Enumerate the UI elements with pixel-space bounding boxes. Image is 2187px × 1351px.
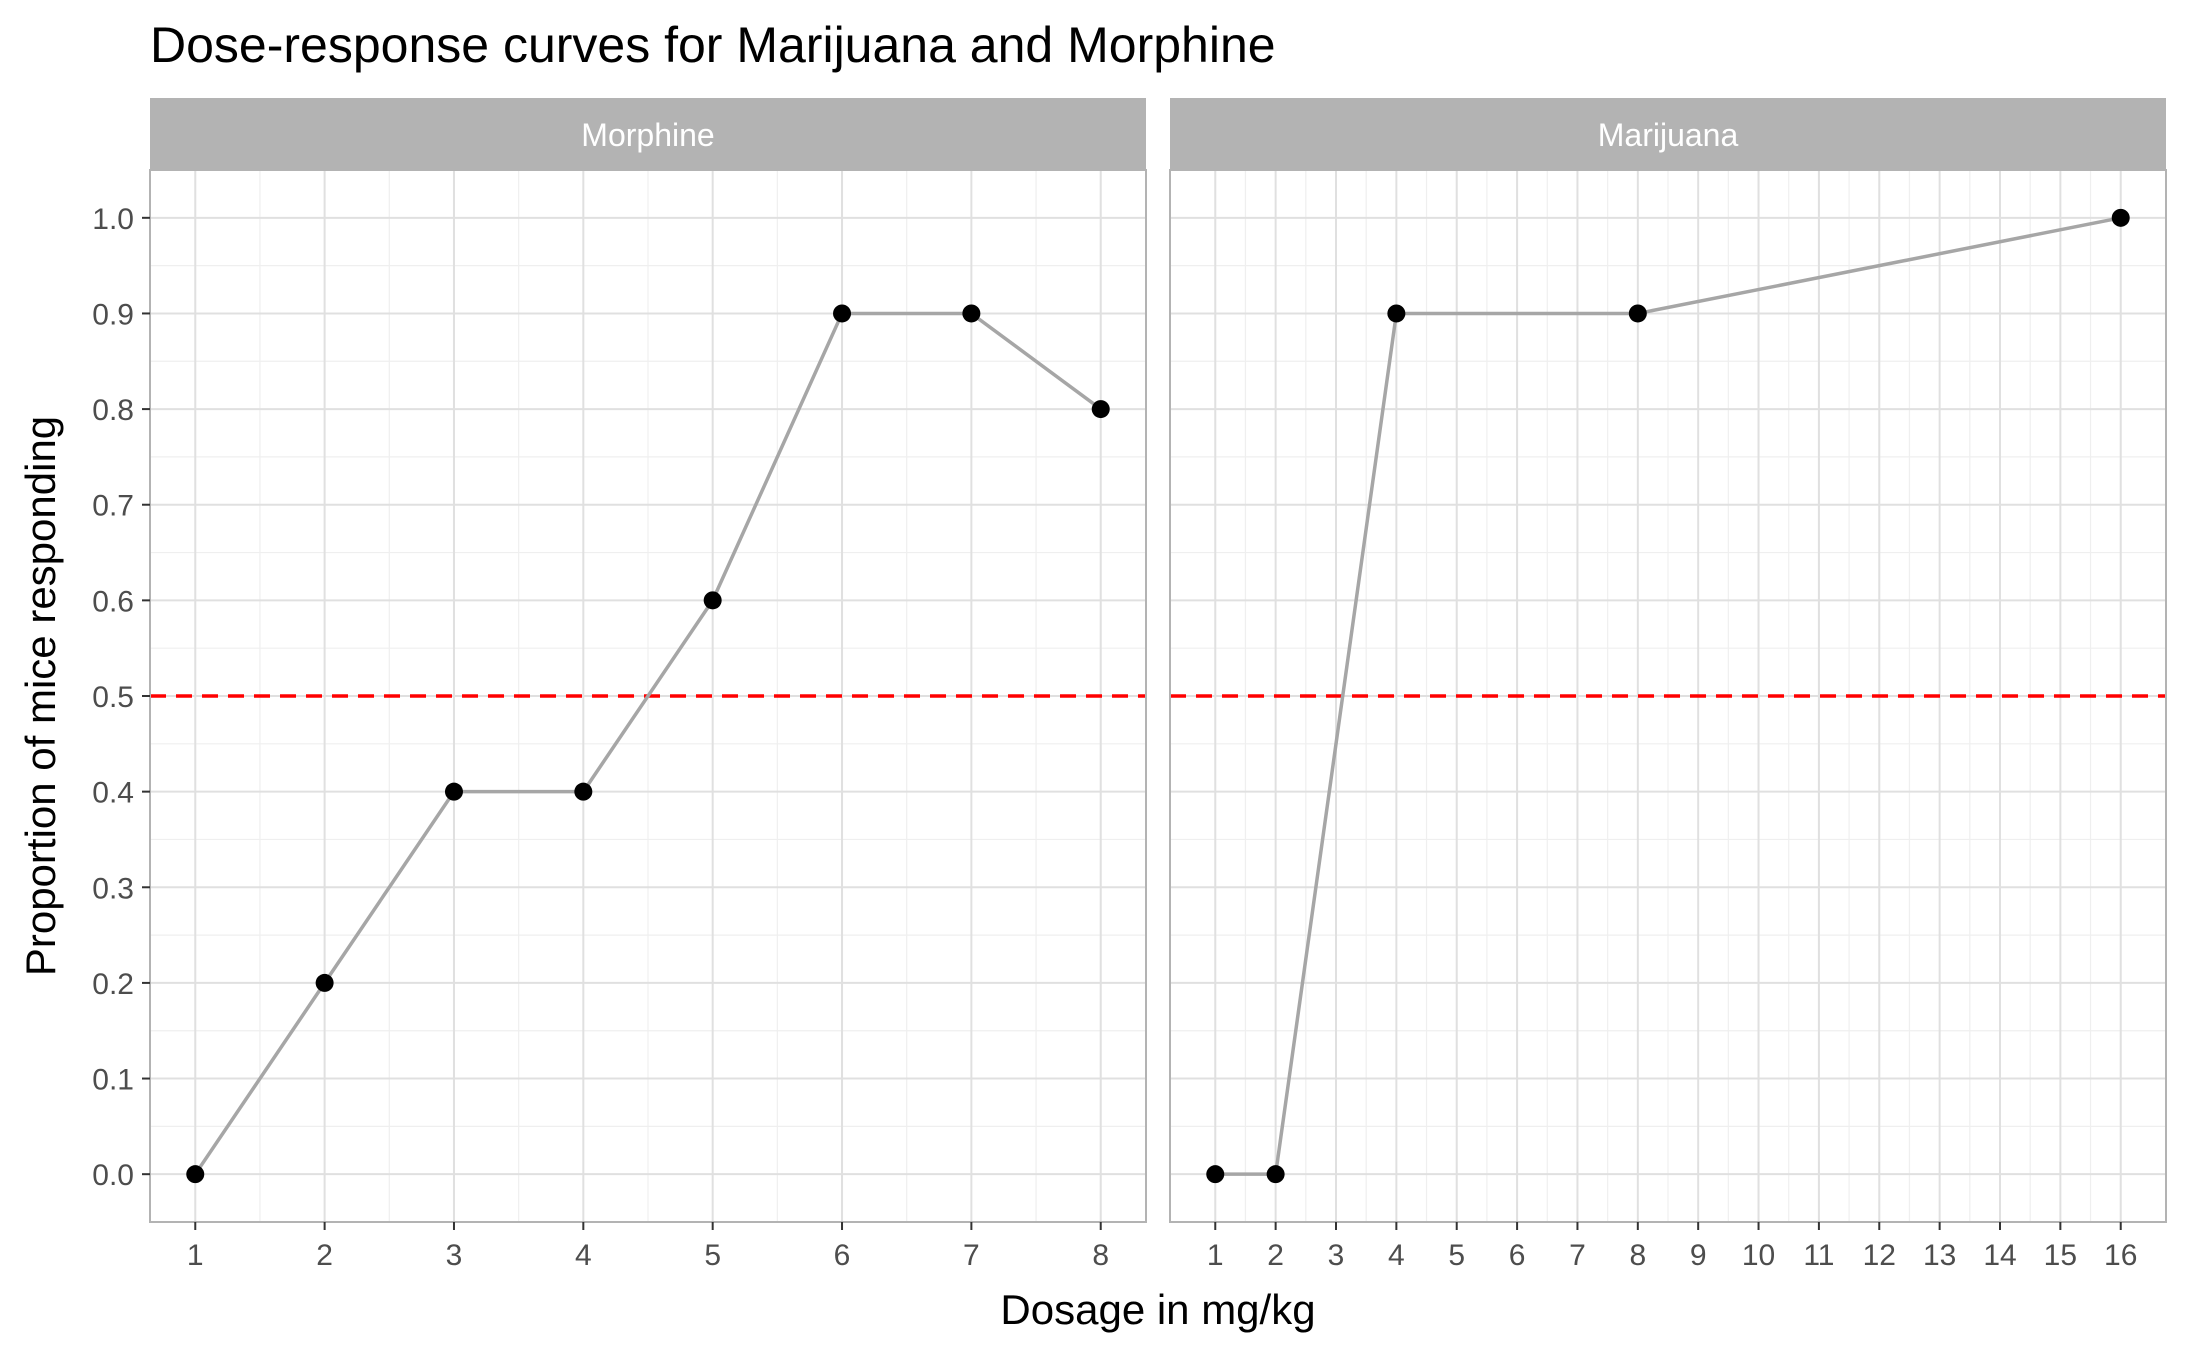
y-axis-ticks: 0.0 0.1 0.2 0.3 0.4 0.5 0.6 0.7 0.8 0.9 1.0 [92, 203, 150, 1192]
x-tick-label: 7 [1569, 1239, 1586, 1272]
x-tick-label: 15 [2044, 1239, 2077, 1272]
x-tick-label: 13 [1923, 1239, 1956, 1272]
panel-border-marijuana [1169, 169, 2167, 1223]
data-point [1266, 1165, 1285, 1184]
chart-title: Dose-response curves for Marijuana and M… [150, 17, 1276, 73]
series-line [193, 311, 1102, 1176]
x-ticks-marijuana: 1 2 3 4 5 6 7 8 9 10 11 12 13 14 15 16 [1207, 1222, 2137, 1272]
panel-morphine: Morphine 1 2 3 4 5 6 7 8 [149, 98, 1147, 1272]
data-point [574, 782, 593, 801]
x-tick-label: 9 [1690, 1239, 1707, 1272]
x-tick-label: 1 [187, 1239, 204, 1272]
x-tick-label: 1 [1207, 1239, 1224, 1272]
y-tick-label: 1.0 [92, 203, 134, 236]
data-point [2111, 208, 2130, 227]
data-point [444, 782, 463, 801]
data-point [315, 973, 334, 992]
y-tick-label: 0.9 [92, 298, 134, 331]
y-tick-label: 0.3 [92, 872, 134, 905]
panel-label-marijuana: Marijuana [1598, 117, 1739, 153]
y-tick-label: 0.6 [92, 585, 134, 618]
data-point [1387, 304, 1406, 323]
x-tick-label: 11 [1803, 1239, 1834, 1272]
x-tick-label: 4 [1388, 1239, 1405, 1272]
y-tick-label: 0.2 [92, 968, 134, 1001]
data-point [703, 591, 722, 610]
x-tick-label: 14 [1983, 1239, 2016, 1272]
x-tick-label: 5 [704, 1239, 721, 1272]
data-point [1091, 400, 1110, 419]
panel-label-morphine: Morphine [581, 117, 714, 153]
series-morphine [186, 304, 1110, 1184]
data-point [186, 1165, 205, 1184]
x-ticks-morphine: 1 2 3 4 5 6 7 8 [187, 1222, 1109, 1272]
x-tick-label: 12 [1863, 1239, 1896, 1272]
x-axis-title: Dosage in mg/kg [1000, 1286, 1315, 1333]
data-point [1628, 304, 1647, 323]
x-tick-label: 5 [1448, 1239, 1465, 1272]
x-tick-label: 6 [1509, 1239, 1526, 1272]
x-tick-label: 6 [834, 1239, 851, 1272]
x-tick-label: 8 [1629, 1239, 1646, 1272]
x-tick-label: 3 [1328, 1239, 1345, 1272]
y-tick-label: 0.7 [92, 490, 134, 523]
x-tick-label: 16 [2104, 1239, 2137, 1272]
x-tick-label: 2 [1267, 1239, 1284, 1272]
panel-marijuana: Marijuana 1 2 3 4 5 6 7 8 9 10 11 12 13 14 15 16 [1169, 98, 2167, 1272]
y-tick-label: 0.1 [92, 1064, 134, 1097]
panel-strip-marijuana [1170, 98, 2166, 170]
series-marijuana [1206, 208, 2130, 1184]
x-tick-label: 10 [1742, 1239, 1775, 1272]
panel-strip-morphine [150, 98, 1146, 170]
y-axis-title: Proportion of mice responding [17, 416, 64, 976]
y-tick-label: 0.8 [92, 394, 134, 427]
y-tick-label: 0.4 [92, 777, 134, 810]
y-tick-label: 0.0 [92, 1159, 134, 1192]
x-tick-label: 7 [963, 1239, 980, 1272]
x-tick-label: 4 [575, 1239, 592, 1272]
data-point [1206, 1165, 1225, 1184]
x-tick-label: 3 [446, 1239, 463, 1272]
x-tick-label: 8 [1092, 1239, 1109, 1272]
data-point [962, 304, 981, 323]
data-point [833, 304, 852, 323]
y-tick-label: 0.5 [92, 681, 134, 714]
x-tick-label: 2 [316, 1239, 333, 1272]
